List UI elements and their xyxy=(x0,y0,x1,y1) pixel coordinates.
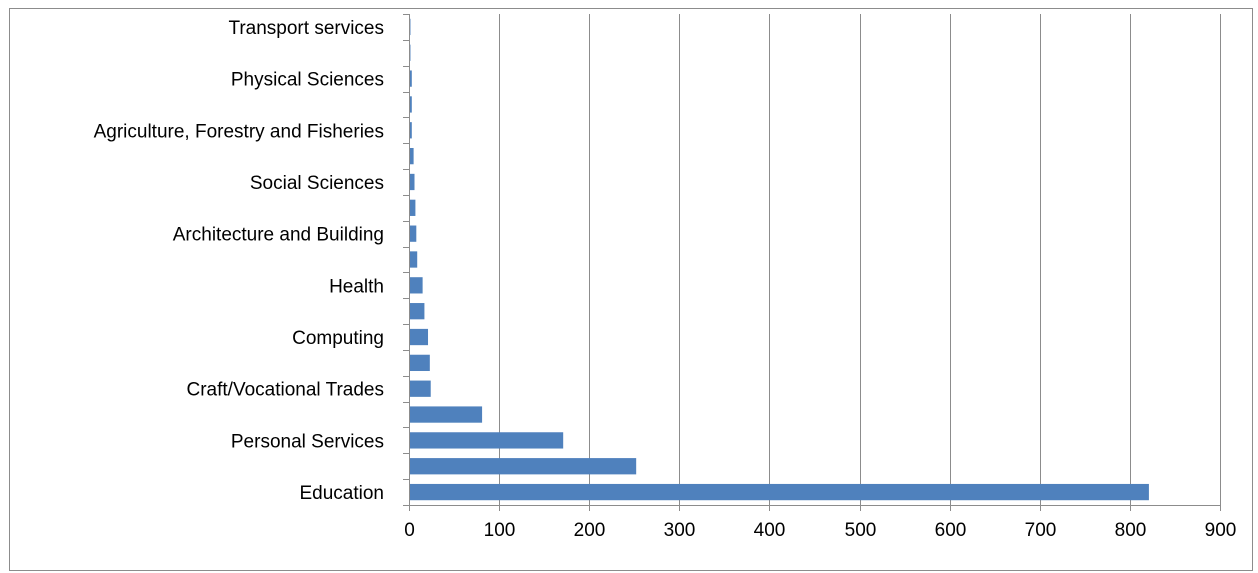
x-tick-label: 200 xyxy=(574,520,606,541)
category-label: Transport services xyxy=(228,18,384,39)
category-label: Computing xyxy=(292,328,384,349)
category-label: Architecture and Building xyxy=(173,225,384,246)
bar xyxy=(410,354,430,372)
bar xyxy=(410,303,425,320)
bar xyxy=(410,199,416,216)
chart-frame xyxy=(9,8,1253,571)
x-tick-label: 800 xyxy=(1115,520,1147,541)
category-label: Health xyxy=(329,276,384,297)
bar xyxy=(410,380,431,397)
category-label: Agriculture, Forestry and Fisheries xyxy=(94,121,384,142)
category-label: Physical Sciences xyxy=(231,70,384,91)
bar xyxy=(410,432,564,449)
bar xyxy=(410,147,414,165)
category-label: Education xyxy=(299,483,384,504)
x-tick-label: 400 xyxy=(754,520,786,541)
bar xyxy=(410,251,418,268)
bar xyxy=(410,70,412,87)
x-tick-label: 300 xyxy=(664,520,696,541)
bar xyxy=(410,483,1149,501)
bar xyxy=(410,225,417,242)
bar xyxy=(410,458,637,475)
x-tick-label: 900 xyxy=(1205,520,1237,541)
x-tick-label: 500 xyxy=(845,520,877,541)
bar xyxy=(410,122,412,139)
x-tick-label: 700 xyxy=(1025,520,1057,541)
bar xyxy=(410,96,412,113)
category-label: Craft/Vocational Trades xyxy=(187,380,385,401)
category-label: Social Sciences xyxy=(250,173,384,194)
x-tick-label: 600 xyxy=(935,520,967,541)
bar xyxy=(410,277,423,294)
bar xyxy=(410,328,429,346)
x-tick-label: 100 xyxy=(484,520,516,541)
bar xyxy=(410,406,483,423)
x-tick-label: 0 xyxy=(404,520,415,541)
bar xyxy=(410,173,415,191)
category-label: Personal Services xyxy=(231,431,384,452)
